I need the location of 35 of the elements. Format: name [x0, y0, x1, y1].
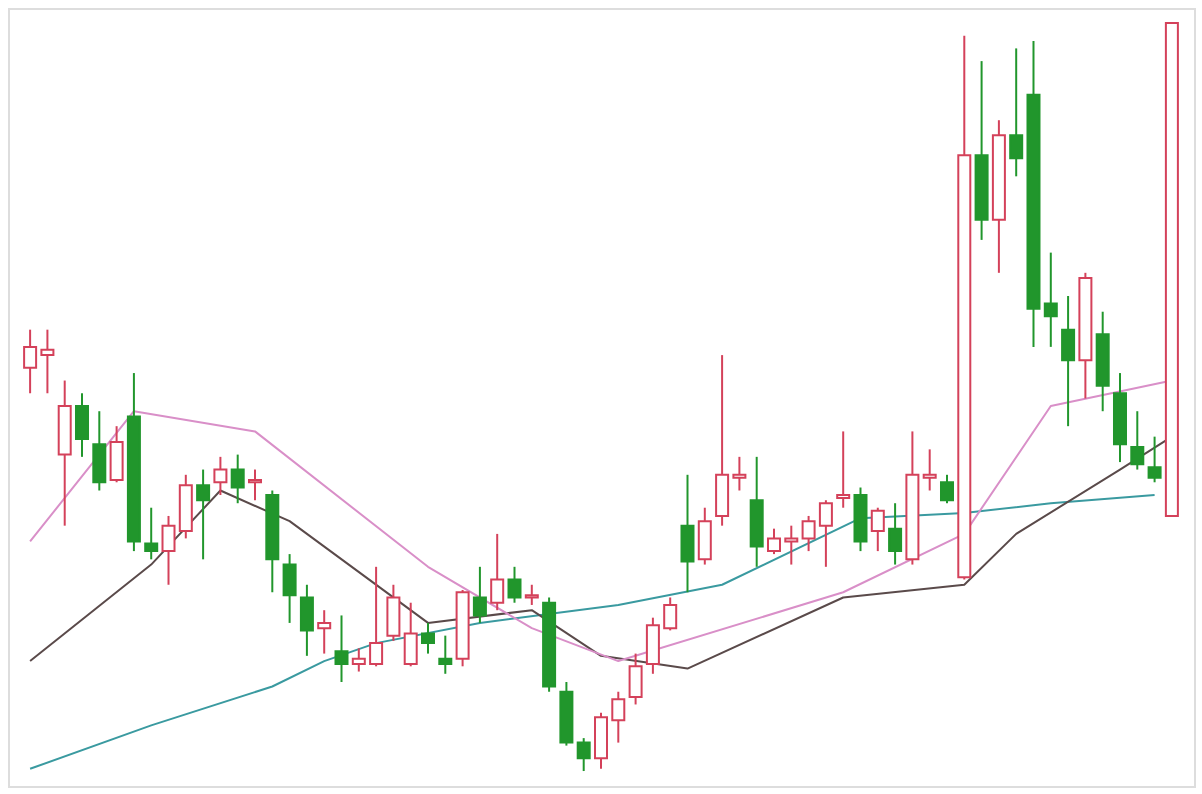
candlestick	[697, 506, 712, 566]
candlestick	[421, 621, 435, 655]
candlestick	[144, 506, 159, 561]
candlestick	[386, 583, 401, 642]
candlestick	[922, 448, 937, 492]
candlestick	[109, 425, 124, 484]
candlestick	[853, 486, 868, 553]
candlestick	[1130, 410, 1145, 471]
candlestick	[282, 553, 297, 624]
candlestick	[1147, 435, 1162, 484]
candlestick	[1043, 251, 1058, 348]
candlestick	[749, 455, 764, 568]
candlestick	[836, 430, 851, 509]
candlestick	[507, 565, 522, 604]
candlestick	[490, 532, 505, 612]
candlestick	[299, 583, 314, 657]
candlestick	[680, 473, 695, 594]
candlestick	[230, 453, 245, 505]
candlestick	[92, 410, 107, 492]
candlestick	[213, 455, 228, 496]
candlestick	[939, 473, 954, 505]
candlestick	[524, 583, 539, 606]
candlestick	[576, 737, 591, 773]
candlestick	[472, 565, 487, 624]
candlestick	[334, 614, 349, 684]
candlestick	[438, 634, 453, 675]
candlestick	[628, 652, 643, 706]
candlestick	[403, 601, 418, 668]
candlestick	[317, 609, 332, 655]
candlestick	[75, 392, 90, 458]
candlestick	[888, 502, 903, 566]
candlestick	[196, 468, 211, 561]
candlestick	[248, 468, 263, 502]
candlestick	[1061, 295, 1076, 428]
candlestick	[870, 506, 885, 553]
